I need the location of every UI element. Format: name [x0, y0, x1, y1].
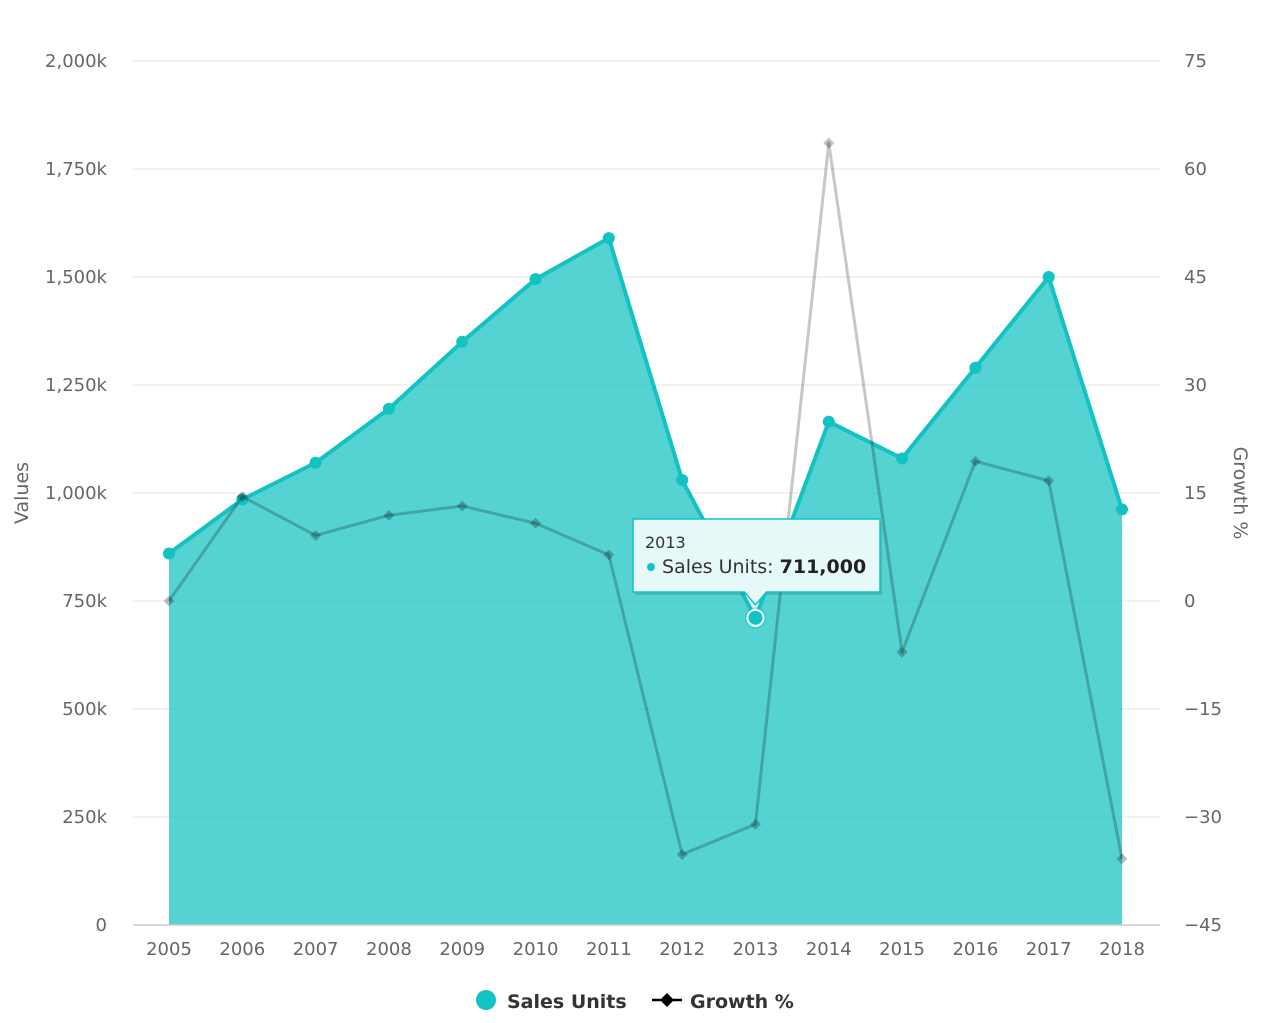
legend-diamond-icon: [660, 993, 674, 1007]
sales-units-point[interactable]: [456, 335, 469, 348]
sales-units-point[interactable]: [969, 361, 982, 374]
y-left-tick-label: 1,000k: [45, 483, 108, 504]
legend-item-growth[interactable]: Growth %: [652, 991, 794, 1013]
growth-point[interactable]: [236, 491, 248, 503]
tooltip-series-dot: [647, 563, 655, 571]
tooltip-box: [632, 518, 881, 607]
y-left-tick-label: 500k: [62, 699, 107, 720]
x-tick-label: 2006: [219, 939, 265, 960]
y-left-tick-label: 2,000k: [45, 51, 108, 72]
y-left-tick-label: 250k: [62, 807, 107, 828]
growth-point[interactable]: [383, 509, 395, 521]
y-left-tick-label: 0: [96, 915, 107, 936]
sales-units-point[interactable]: [309, 456, 322, 469]
y-right-axis-title: Growth %: [1229, 447, 1251, 540]
tooltip-series-name: Sales Units:: [662, 556, 780, 578]
y-right-tick-label: −45: [1184, 915, 1222, 936]
legend-label: Sales Units: [507, 991, 627, 1013]
sales-units-point[interactable]: [163, 547, 175, 560]
growth-point[interactable]: [603, 549, 615, 561]
growth-point[interactable]: [969, 455, 981, 467]
sales-units-point[interactable]: [896, 452, 909, 465]
growth-series[interactable]: [163, 137, 1128, 865]
sales-units-point[interactable]: [382, 402, 395, 415]
sales-units-point[interactable]: [1116, 503, 1128, 516]
y-right-tick-label: 15: [1184, 483, 1207, 504]
y-right-tick-label: −30: [1184, 807, 1222, 828]
axes: 0 250k 500k 750k 1,000k 1,250k 1,500k 1,750k 2,0…: [11, 51, 1251, 960]
tooltip: 2013 Sales Units: 711,000: [632, 518, 882, 607]
x-tick-label: 2008: [366, 939, 412, 960]
y-right-tick-label: −15: [1184, 699, 1222, 720]
sales-units-line[interactable]: [167, 236, 1124, 620]
tooltip-category: 2013: [645, 533, 686, 552]
x-tick-label: 2010: [513, 939, 559, 960]
x-tick-label: 2007: [293, 939, 339, 960]
sales-units-point[interactable]: [529, 273, 542, 286]
y-right-tick-label: 0: [1184, 591, 1195, 612]
tooltip-value: 711,000: [780, 556, 867, 578]
sales-units-point[interactable]: [822, 415, 835, 428]
tooltip-series-label: Sales Units: 711,000: [662, 556, 866, 578]
x-tick-label: 2012: [659, 939, 705, 960]
x-tick-label: 2017: [1026, 939, 1072, 960]
sales-units-point[interactable]: [1042, 271, 1055, 283]
y-left-tick-label: 1,500k: [45, 267, 108, 288]
x-tick-label: 2013: [733, 939, 779, 960]
sales-units-point[interactable]: [236, 493, 249, 506]
x-tick-label: 2018: [1099, 939, 1145, 960]
x-tick-label: 2011: [586, 939, 632, 960]
y-right-tick-label: 60: [1184, 159, 1207, 180]
sales-units-point[interactable]: [676, 474, 689, 487]
legend: Sales Units Growth %: [476, 990, 794, 1013]
growth-line[interactable]: [167, 141, 1124, 860]
y-left-tick-label: 1,750k: [45, 159, 108, 180]
growth-point[interactable]: [530, 517, 542, 529]
legend-circle-icon: [476, 990, 496, 1010]
legend-item-sales-units[interactable]: Sales Units: [476, 990, 627, 1013]
growth-point[interactable]: [163, 595, 175, 607]
y-right-tick-label: 45: [1184, 267, 1207, 288]
growth-point[interactable]: [1116, 853, 1128, 865]
x-tick-label: 2005: [146, 939, 192, 960]
y-right-tick-label: 30: [1184, 375, 1207, 396]
x-tick-label: 2009: [439, 939, 485, 960]
legend-label: Growth %: [690, 991, 794, 1013]
growth-point[interactable]: [749, 818, 761, 830]
x-tick-label: 2015: [879, 939, 925, 960]
y-right-tick-label: 75: [1184, 51, 1207, 72]
sales-units-point[interactable]: [746, 608, 765, 627]
growth-point[interactable]: [823, 137, 835, 149]
growth-point[interactable]: [310, 529, 322, 541]
y-left-axis-title: Values: [11, 462, 33, 524]
growth-point[interactable]: [1043, 475, 1055, 487]
growth-point[interactable]: [676, 848, 688, 860]
growth-point[interactable]: [896, 646, 908, 658]
x-tick-label: 2014: [806, 939, 852, 960]
sales-units-point[interactable]: [602, 232, 615, 245]
growth-point[interactable]: [456, 500, 468, 512]
x-tick-label: 2016: [952, 939, 998, 960]
y-left-tick-label: 750k: [62, 591, 107, 612]
y-left-tick-label: 1,250k: [45, 375, 108, 396]
